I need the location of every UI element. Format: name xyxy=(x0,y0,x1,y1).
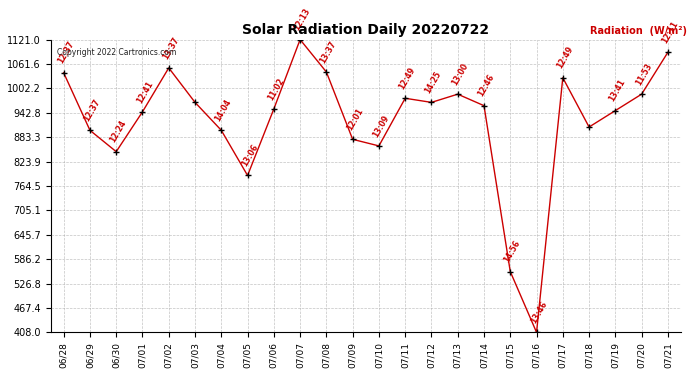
Text: 12:46: 12:46 xyxy=(476,73,496,98)
Text: 13:46: 13:46 xyxy=(529,300,549,325)
Text: Copyright 2022 Cartronics.com: Copyright 2022 Cartronics.com xyxy=(57,48,176,57)
Text: 12:37: 12:37 xyxy=(82,98,102,123)
Text: 13:00: 13:00 xyxy=(450,62,470,87)
Text: 14:25: 14:25 xyxy=(424,70,444,95)
Text: 12:37: 12:37 xyxy=(56,40,76,66)
Text: Radiation  (W/m²): Radiation (W/m²) xyxy=(589,26,687,36)
Text: 13:06: 13:06 xyxy=(239,143,259,168)
Text: 12:41: 12:41 xyxy=(135,79,155,105)
Title: Solar Radiation Daily 20220722: Solar Radiation Daily 20220722 xyxy=(242,23,489,37)
Text: 14:04: 14:04 xyxy=(213,98,233,123)
Text: 13:09: 13:09 xyxy=(371,113,391,139)
Text: 12:49: 12:49 xyxy=(555,45,575,70)
Text: 13:37: 13:37 xyxy=(161,35,181,61)
Text: 12:24: 12:24 xyxy=(108,119,128,144)
Text: 12:13: 12:13 xyxy=(293,7,312,32)
Text: 12:49: 12:49 xyxy=(397,66,417,91)
Text: 12:11: 12:11 xyxy=(660,20,680,45)
Text: 11:02: 11:02 xyxy=(266,76,286,102)
Text: 11:53: 11:53 xyxy=(633,62,653,87)
Text: 13:41: 13:41 xyxy=(607,78,627,103)
Text: 14:56: 14:56 xyxy=(502,239,522,264)
Text: 13:37: 13:37 xyxy=(319,39,338,64)
Text: 12:01: 12:01 xyxy=(345,106,364,132)
